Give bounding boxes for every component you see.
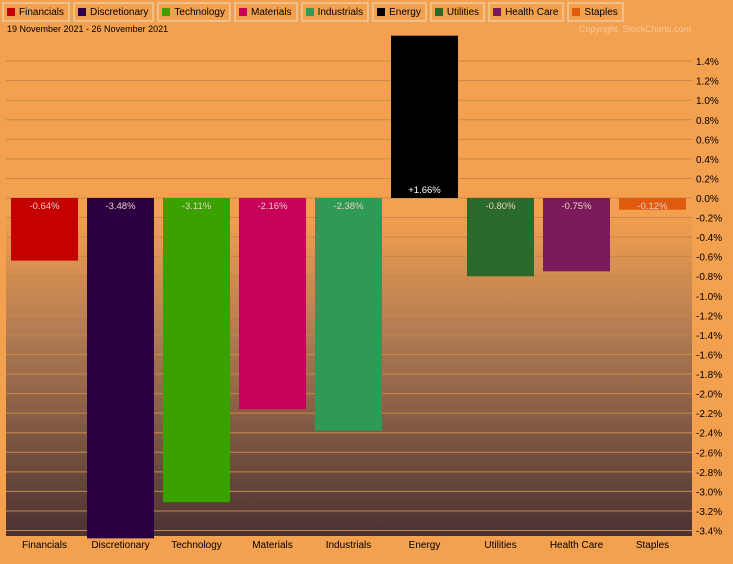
legend-swatch [377,8,386,16]
legend-item-technology[interactable]: Technology [157,2,231,22]
y-tick-label: 0.8% [696,116,719,127]
legend-swatch [78,8,87,16]
legend-swatch [572,8,581,16]
legend-swatch [7,8,15,16]
legend-item-materials[interactable]: Materials [233,2,298,22]
legend-swatch [493,8,502,16]
y-tick-label: -1.6% [696,350,722,361]
legend-label: Materials [250,6,292,18]
bar-value-label: -0.64% [29,201,60,212]
date-range: 19 November 2021 - 26 November 2021 [7,24,169,34]
bar-materials [239,198,306,410]
y-tick-label: 1.2% [696,77,719,88]
y-tick-label: -1.8% [696,370,722,381]
bar-industrials [315,198,382,431]
bar-value-label: -3.11% [182,201,212,212]
bar-discretionary [87,198,154,539]
y-tick-label: -1.2% [696,311,722,322]
copyright: Copyright, StockCharts.com [578,24,691,34]
legend-label: Discretionary [90,6,149,18]
x-axis-ticks: Financials Discretionary Technology Materia… [22,540,669,551]
bar-value-label: -0.80% [485,201,516,212]
legend: Financials Discretionary Technology Materia… [2,2,624,22]
y-tick-label: 1.4% [696,57,719,68]
legend-label: Utilities [446,6,480,18]
y-tick-label: -2.0% [696,390,722,401]
legend-item-financials[interactable]: Financials [2,2,71,22]
bar-energy [391,35,458,198]
bar-staples [619,198,686,210]
legend-item-energy[interactable]: Energy [372,2,427,22]
x-tick-label: Financials [22,540,67,551]
bar-value-label: -3.48% [105,201,136,212]
x-tick-label: Health Care [550,540,604,551]
bar-financials [11,198,78,261]
legend-label: Financials [19,6,65,18]
legend-item-health-care[interactable]: Health Care [488,2,565,22]
legend-swatch [434,8,443,16]
y-axis-ticks: 1.4% 1.2% 1.0% 0.8% 0.6% 0.4% 0.2% 0.0% -0.2% -0.… [696,57,722,537]
y-tick-label: 0.4% [696,155,719,166]
x-tick-label: Materials [252,540,293,551]
x-tick-label: Staples [636,540,669,551]
legend-swatch [238,8,247,16]
bar-value-label: -0.75% [561,201,592,212]
bar-value-labels: -0.64% -3.48% -3.11% -2.16% -2.38% +1.66% -0.8… [29,185,668,212]
bar-value-label: -0.12% [637,201,668,212]
y-tick-label: 0.6% [696,135,719,146]
bar-health-care [543,198,610,272]
legend-item-discretionary[interactable]: Discretionary [73,2,155,22]
y-tick-label: -2.4% [696,429,722,440]
legend-label: Health Care [505,6,559,18]
y-tick-label: 1.0% [696,96,719,107]
y-tick-label: -0.4% [696,233,722,244]
y-tick-label: -0.2% [696,214,722,225]
y-tick-label: -2.2% [696,409,722,420]
legend-swatch [305,8,314,16]
bar-technology [163,198,230,503]
x-tick-label: Energy [409,540,441,551]
legend-item-staples[interactable]: Staples [567,2,624,22]
legend-item-utilities[interactable]: Utilities [429,2,486,22]
y-tick-label: -2.6% [696,448,722,459]
y-tick-label: -3.0% [696,487,722,498]
y-tick-label: -3.4% [696,527,722,538]
x-tick-label: Utilities [484,540,516,551]
y-tick-label: -0.8% [696,272,722,283]
y-tick-label: -1.0% [696,292,722,303]
legend-label: Energy [389,6,421,18]
y-tick-label: -2.8% [696,468,722,479]
bar-utilities [467,198,534,277]
y-tick-label: 0.2% [696,174,719,185]
bar-value-label: +1.66% [408,185,441,196]
x-tick-label: Discretionary [91,540,149,551]
y-tick-label: -0.6% [696,253,722,264]
bar-value-label: -2.38% [333,201,364,212]
legend-swatch [162,8,171,16]
y-tick-label: -1.4% [696,331,722,342]
x-tick-label: Industrials [326,540,372,551]
y-tick-label: -3.2% [696,507,722,518]
legend-label: Industrials [317,6,364,18]
bars [11,35,686,539]
legend-item-industrials[interactable]: Industrials [300,2,370,22]
x-tick-label: Technology [171,540,222,551]
bar-value-label: -2.16% [257,201,288,212]
y-tick-label: 0.0% [696,194,719,205]
legend-label: Staples [584,6,618,18]
legend-label: Technology [174,6,225,18]
